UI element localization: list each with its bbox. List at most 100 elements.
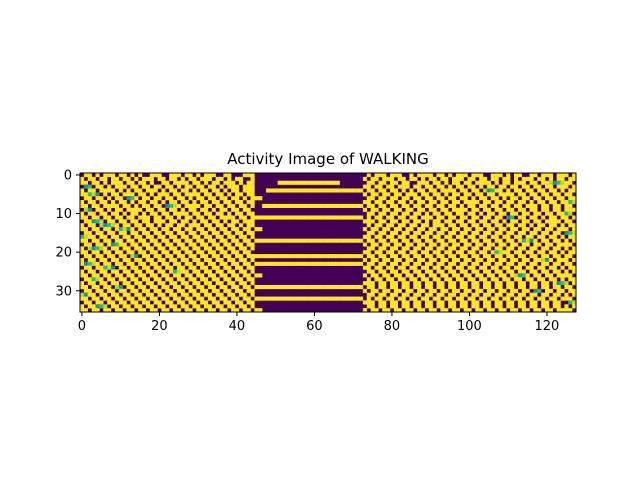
heatmap-cell (471, 196, 476, 201)
heatmap-cell (200, 238, 205, 243)
heatmap-cell (165, 223, 170, 228)
heatmap-cell (359, 261, 364, 266)
heatmap-cell (103, 200, 108, 205)
heatmap-cell (231, 207, 236, 212)
heatmap-cell (266, 284, 271, 290)
heatmap-cell (122, 223, 127, 228)
heatmap-cell (122, 176, 127, 181)
heatmap-cell (103, 188, 108, 193)
heatmap-cell (560, 288, 565, 293)
heatmap-cell (231, 292, 236, 297)
heatmap-cell (455, 200, 461, 205)
heatmap-cell (537, 242, 542, 247)
heatmap-cell (130, 215, 135, 220)
heatmap-cell (560, 227, 565, 232)
heatmap-cell (215, 211, 220, 216)
heatmap-cell (382, 211, 387, 216)
heatmap-cell (219, 296, 224, 301)
heatmap-cell (552, 265, 557, 270)
heatmap-cell (273, 203, 278, 208)
heatmap-cell (424, 300, 430, 305)
heatmap-cell (529, 254, 534, 259)
heatmap-cell (223, 227, 228, 232)
heatmap-cell (308, 254, 313, 259)
heatmap-cell (537, 211, 542, 216)
heatmap-cell (130, 219, 135, 224)
heatmap-cell (145, 230, 151, 236)
heatmap-cell (227, 281, 232, 286)
heatmap-cell (393, 304, 399, 309)
heatmap-cell (91, 284, 96, 290)
heatmap-cell (300, 296, 306, 301)
heatmap-cell (572, 277, 577, 282)
heatmap-cell (211, 284, 216, 290)
heatmap-cell (475, 173, 480, 178)
heatmap-cell (378, 188, 383, 193)
heatmap-cell (250, 292, 255, 297)
heatmap-cell (138, 269, 143, 274)
heatmap-cell (184, 246, 189, 251)
heatmap-cell (475, 300, 480, 305)
heatmap-cell (444, 207, 449, 212)
heatmap-cell (556, 184, 561, 189)
heatmap-cell (455, 184, 461, 189)
heatmap-cell (390, 184, 395, 189)
heatmap-cell (452, 269, 457, 274)
heatmap-cell (165, 196, 170, 201)
heatmap-cell (254, 196, 259, 201)
heatmap-cell (366, 277, 371, 282)
heatmap-cell (417, 200, 422, 205)
heatmap-cell (525, 227, 530, 232)
heatmap-cell (347, 203, 352, 208)
heatmap-cell (204, 304, 209, 309)
heatmap-cell (211, 184, 216, 189)
heatmap-cell (409, 250, 414, 255)
heatmap-cell (366, 292, 371, 297)
heatmap-cell (142, 184, 147, 189)
heatmap-cell (95, 265, 100, 270)
heatmap-cell (316, 284, 321, 290)
heatmap-cell (486, 207, 492, 212)
heatmap-cell (138, 223, 143, 228)
heatmap-cell (568, 180, 573, 185)
heatmap-cell (552, 292, 557, 297)
heatmap-cell (494, 281, 499, 286)
heatmap-cell (184, 200, 189, 205)
heatmap-cell (227, 257, 232, 263)
heatmap-cell (517, 207, 523, 212)
heatmap-cell (417, 184, 422, 189)
heatmap-cell (471, 200, 476, 205)
heatmap-cell (165, 211, 170, 216)
heatmap-cell (227, 300, 232, 305)
heatmap-cell (560, 234, 565, 239)
heatmap-cell (413, 215, 418, 220)
heatmap-cell (560, 180, 565, 185)
heatmap-cell (390, 269, 395, 274)
heatmap-cell (533, 261, 538, 266)
heatmap-cell (545, 211, 550, 216)
heatmap-cell (393, 219, 399, 224)
heatmap-cell (157, 292, 162, 297)
heatmap-cell (514, 173, 519, 178)
heatmap-cell (545, 227, 550, 232)
heatmap-cell (436, 284, 441, 290)
heatmap-cell (444, 308, 449, 313)
heatmap-cell (564, 230, 569, 236)
heatmap-cell (200, 200, 205, 205)
heatmap-cell (521, 288, 526, 293)
heatmap-cell (111, 200, 116, 205)
heatmap-cell (297, 180, 302, 185)
heatmap-cell (289, 254, 294, 259)
heatmap-cell (448, 234, 453, 239)
heatmap-cell (436, 230, 441, 236)
heatmap-cell (413, 250, 418, 255)
heatmap-cell (215, 200, 220, 205)
heatmap-cell (517, 200, 523, 205)
heatmap-cell (444, 200, 449, 205)
heatmap-cell (529, 192, 534, 197)
heatmap-cell (537, 308, 542, 313)
heatmap-cell (397, 257, 402, 263)
heatmap-cell (390, 238, 395, 243)
heatmap-cell (471, 269, 476, 274)
heatmap-cell (556, 242, 561, 247)
